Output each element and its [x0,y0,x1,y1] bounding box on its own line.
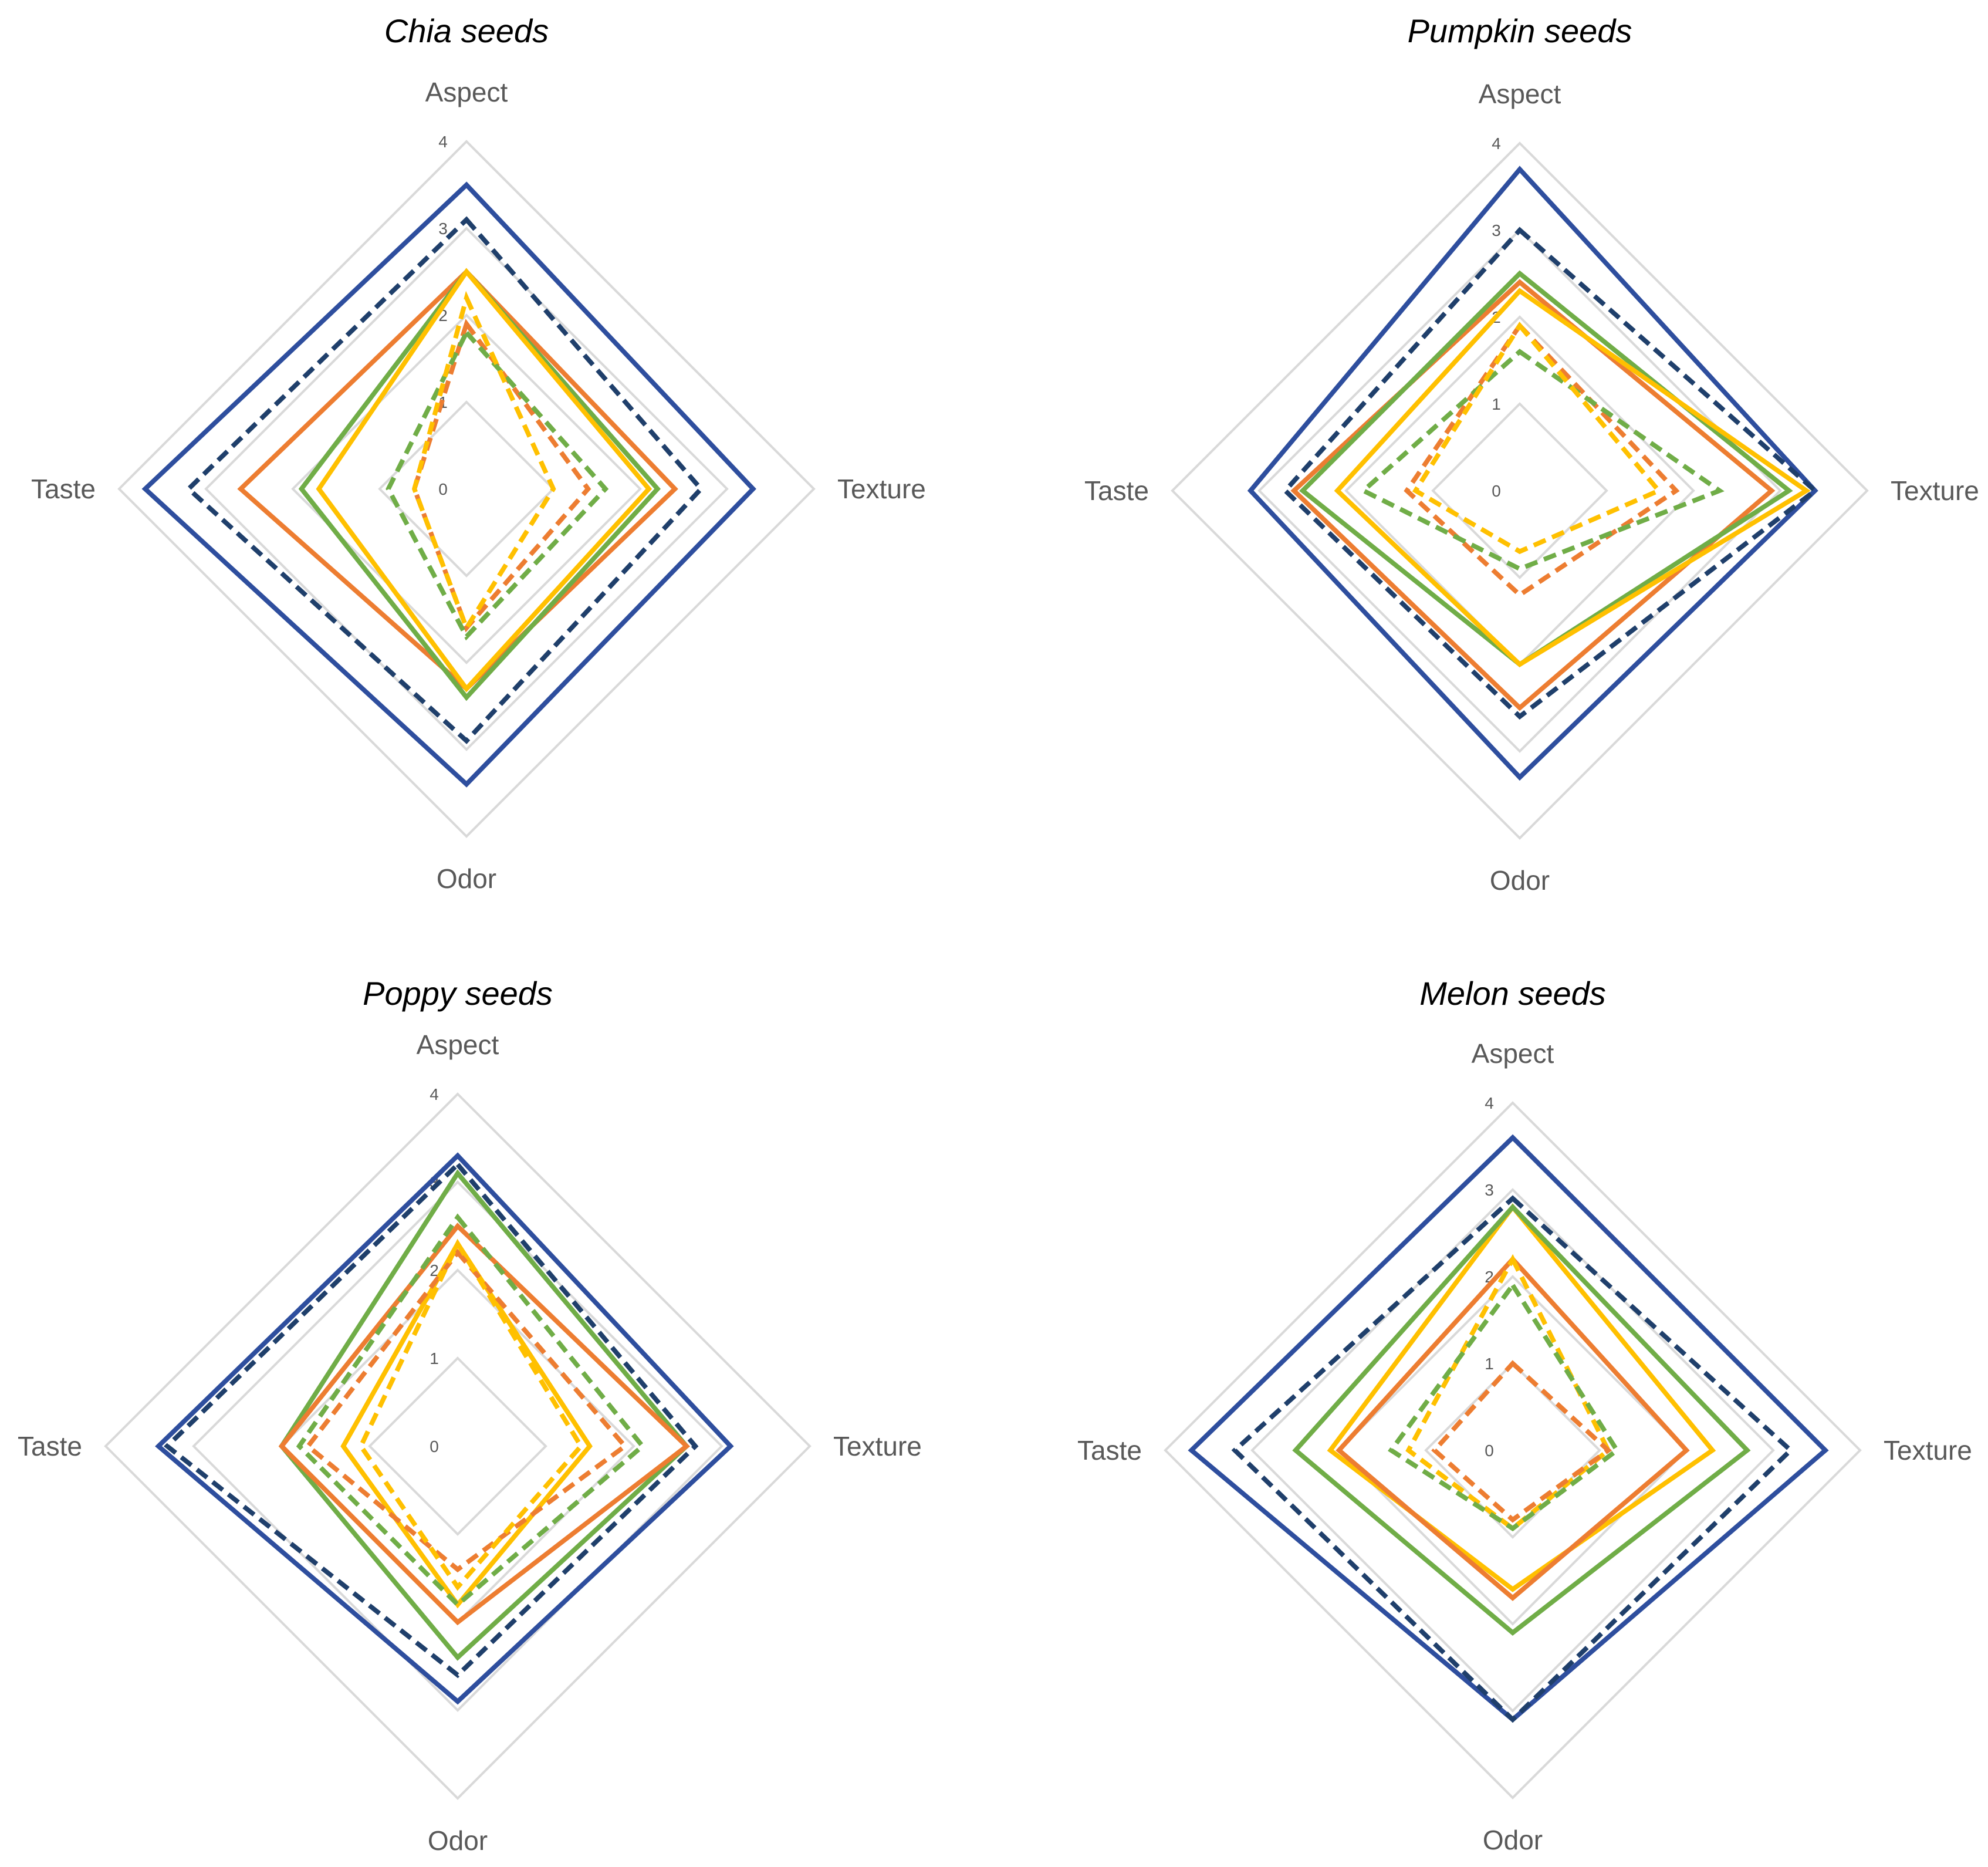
tick-label: 1 [1492,395,1501,413]
grid-ring [378,400,555,578]
axis-label-texture: Texture [1891,475,1979,506]
grid-ring [368,1356,547,1536]
tick-label: 0 [1485,1441,1494,1460]
tick-label: 1 [430,1349,439,1368]
series-line-7 [1359,349,1725,572]
series-line-5 [1336,1255,1690,1601]
axis-label-odor: Odor [1490,865,1550,896]
series-line-6 [1405,1254,1611,1532]
series-line-2 [1282,227,1819,720]
grid-ring [192,1180,723,1712]
tick-label: 2 [430,1261,439,1279]
grid-ring [1164,1101,1862,1800]
tick-label: 4 [430,1085,439,1103]
series-line-2 [163,1161,699,1679]
series-line-6 [1404,322,1680,598]
grid-ring [1431,402,1608,579]
grid-ring [291,313,642,664]
axis-label-texture: Texture [833,1431,922,1461]
series-line-1 [1247,166,1818,781]
series-line-8 [412,291,556,633]
axis-label-aspect: Aspect [1479,79,1561,109]
series-line-1 [141,181,756,788]
series-line-7 [1388,1281,1620,1532]
series-line-3 [1327,1203,1716,1592]
chart-title: Pumpkin seeds [1408,12,1632,49]
series-line-5 [316,268,652,693]
series-line-4 [278,1223,691,1626]
grid-ring [1337,1275,1688,1626]
series-line-5 [1334,288,1811,668]
tick-label: 0 [438,480,448,498]
axis-label-aspect: Aspect [425,77,508,107]
grid-ring [1250,1188,1775,1713]
series-line-2 [185,216,704,744]
series-line-7 [386,328,609,641]
series-line-4 [1292,1203,1751,1636]
axis-label-taste: Taste [1084,475,1149,506]
tick-label: 3 [438,220,448,238]
tick-label: 4 [1492,134,1501,153]
series-line-8 [1412,322,1663,555]
tick-label: 4 [1485,1094,1494,1112]
axis-label-texture: Texture [1884,1435,1972,1466]
axis-label-taste: Taste [31,474,96,504]
grid-ring [1171,141,1869,840]
axis-label-taste: Taste [18,1431,82,1461]
series-line-5 [340,1239,593,1609]
tick-label: 3 [1492,221,1501,239]
axis-label-texture: Texture [837,474,926,504]
series-line-8 [1431,1360,1612,1523]
grid-ring [204,227,729,751]
axis-label-taste: Taste [1077,1435,1142,1466]
axis-label-odor: Odor [437,863,496,894]
series-line-2 [1231,1195,1794,1723]
series-line-7 [305,1248,628,1573]
axis-label-odor: Odor [1483,1825,1543,1855]
tick-label: 3 [1485,1181,1494,1199]
series-line-6 [411,319,591,633]
series-line-1 [1188,1134,1829,1723]
axis-label-aspect: Aspect [417,1029,499,1060]
grid-ring [1257,228,1782,753]
series-line-6 [296,1213,646,1608]
series-line-1 [155,1152,734,1705]
grid-ring [104,1092,812,1800]
grid-ring [117,140,816,838]
tick-label: 0 [430,1437,439,1456]
series-line-3 [1290,279,1776,711]
axis-label-odor: Odor [428,1825,488,1856]
series-line-8 [358,1238,584,1591]
grid-ring [1424,1362,1601,1539]
chart-title: Melon seeds [1419,975,1606,1012]
series-line-3 [279,1169,690,1661]
chart-title: Chia seeds [384,12,549,49]
series-line-4 [298,268,661,701]
tick-label: 4 [438,133,448,151]
axis-label-aspect: Aspect [1472,1038,1554,1069]
tick-label: 1 [1485,1355,1494,1373]
chart-title: Poppy seeds [363,975,553,1012]
tick-label: 0 [1492,482,1501,500]
